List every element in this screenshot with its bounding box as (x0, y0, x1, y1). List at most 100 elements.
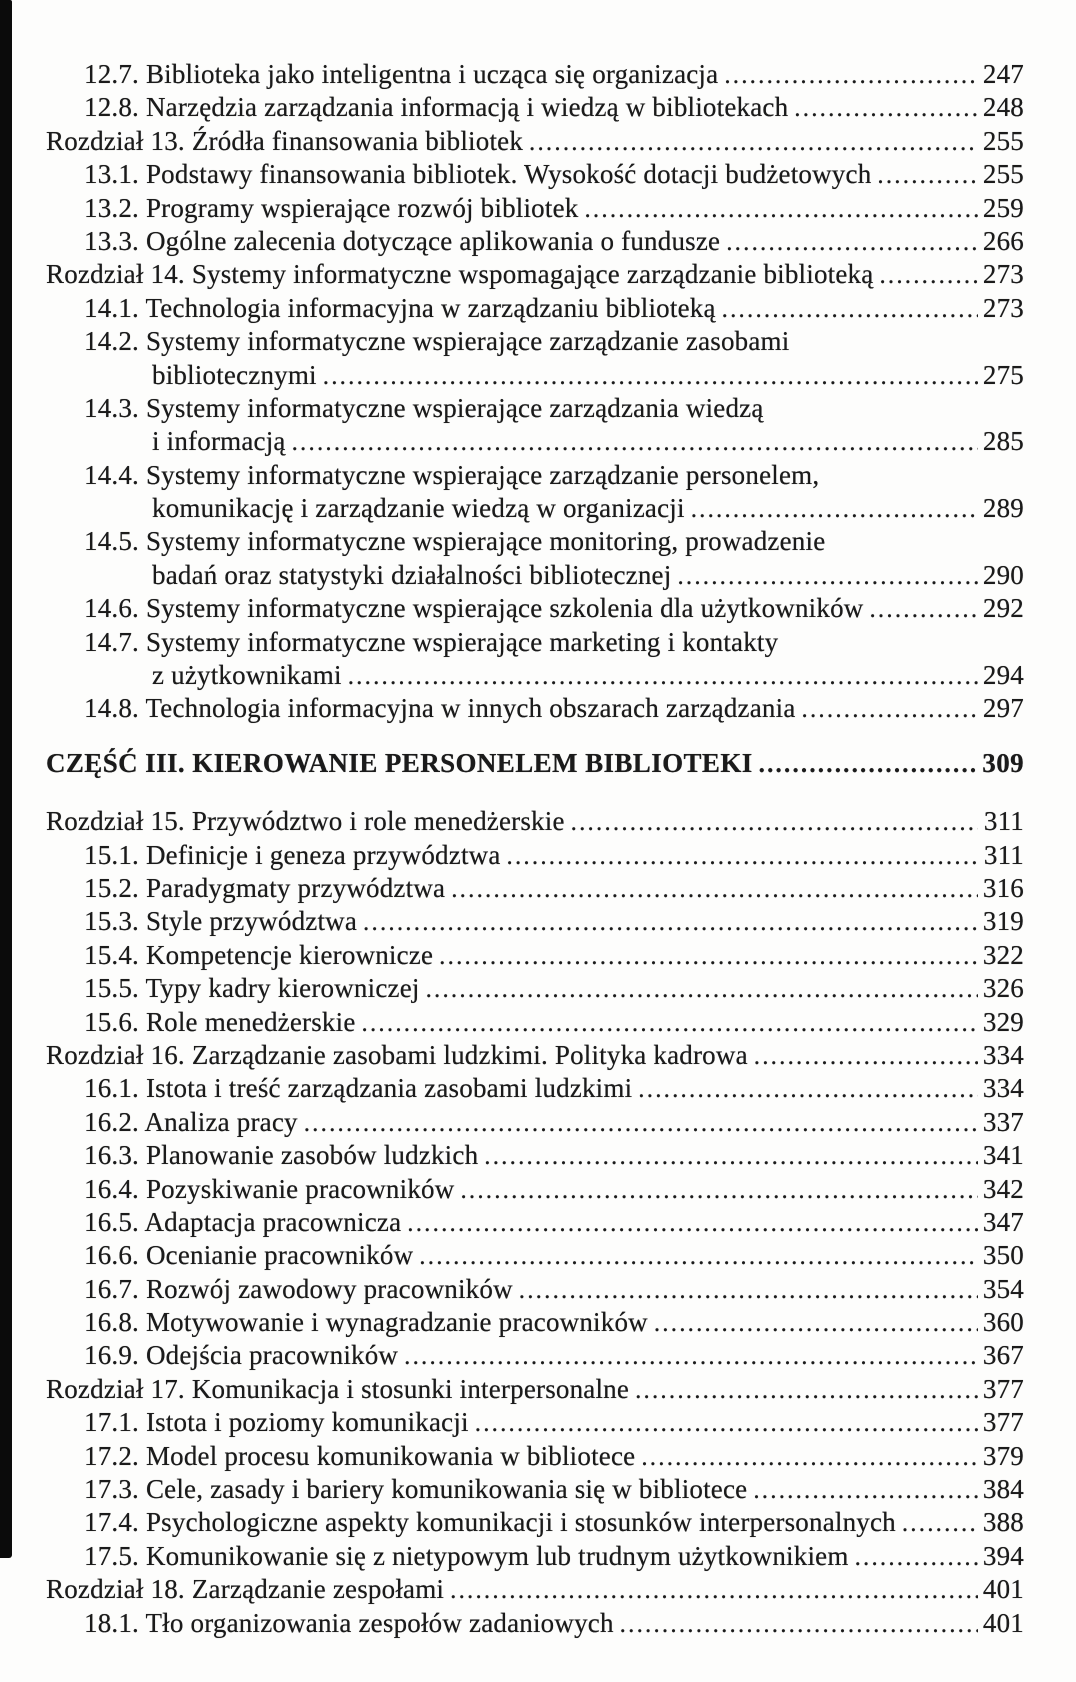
toc-entry-text: 14.5. Systemy informatyczne wspierające … (84, 526, 826, 557)
toc-page-number: 401 (982, 1574, 1024, 1605)
toc-row-sub: 16.6. Ocenianie pracowników ............… (46, 1239, 1024, 1272)
dot-leader: ........................................… (721, 295, 978, 323)
dot-leader: ........................................… (641, 1443, 978, 1471)
toc-page-number: 384 (982, 1474, 1024, 1505)
dot-leader: ........................................… (879, 262, 978, 290)
toc-entry-text: CZĘŚĆ III. KIEROWANIE PERSONELEM BIBLIOT… (46, 747, 753, 778)
dot-leader: ........................................… (363, 909, 978, 937)
toc-row-sub: 15.1. Definicje i geneza przywództwa ...… (46, 839, 1024, 872)
toc-entry-text: 16.3. Planowanie zasobów ludzkich (84, 1140, 479, 1171)
toc-page-number: 273 (982, 292, 1024, 323)
toc-page-number: 388 (982, 1507, 1024, 1538)
dot-leader: ........................................… (638, 1076, 978, 1104)
toc-page-number: 259 (982, 192, 1024, 223)
toc-row-part: CZĘŚĆ III. KIEROWANIE PERSONELEM BIBLIOT… (46, 747, 1024, 780)
dot-leader: ........................................… (726, 228, 978, 256)
toc-entry-text: 14.4. Systemy informatyczne wspierające … (84, 459, 820, 490)
toc-row-sub: 13.2. Programy wspierające rozwój biblio… (46, 192, 1024, 225)
toc-row-chapter: Rozdział 16. Zarządzanie zasobami ludzki… (46, 1039, 1024, 1072)
toc-page-number: 334 (982, 1073, 1024, 1104)
dot-leader: ........................................… (425, 976, 978, 1004)
toc-page-number: 311 (983, 806, 1024, 837)
toc-row-sub: 13.3. Ogólne zalecenia dotyczące aplikow… (46, 225, 1024, 258)
toc-row-cont: badań oraz statystyki działalności bibli… (46, 559, 1024, 592)
dot-leader: ........................................… (451, 875, 978, 903)
toc-entry-text: 17.4. Psychologiczne aspekty komunikacji… (84, 1507, 896, 1538)
toc-row-chapter: Rozdział 13. Źródła finansowania bibliot… (46, 125, 1024, 158)
toc-row-sub: 15.4. Kompetencje kierownicze ..........… (46, 939, 1024, 972)
toc-page-number: 266 (982, 225, 1024, 256)
dot-leader: ........................................… (854, 1543, 978, 1571)
toc-entry-text: i informacją (152, 426, 286, 457)
toc-page-number: 394 (982, 1540, 1024, 1571)
toc-row-sub: 16.8. Motywowanie i wynagradzanie pracow… (46, 1306, 1024, 1339)
toc-entry-text: 17.5. Komunikowanie się z nietypowym lub… (84, 1540, 849, 1571)
dot-leader: ........................................… (419, 1243, 978, 1271)
toc-row-sub: 14.6. Systemy informatyczne wspierające … (46, 592, 1024, 625)
dot-leader: ........................................… (801, 696, 978, 724)
dot-leader: ........................................… (901, 1510, 978, 1538)
toc-page-number: 255 (982, 125, 1024, 156)
dot-leader: ........................................… (653, 1310, 978, 1338)
toc-page-number: 342 (982, 1173, 1024, 1204)
toc-page-number: 297 (982, 693, 1024, 724)
toc-entry-text: 14.8. Technologia informacyjna w innych … (84, 693, 796, 724)
toc-row-sub: 15.6. Role menedżerskie ................… (46, 1006, 1024, 1039)
toc-row-sub: 15.5. Typy kadry kierowniczej ..........… (46, 972, 1024, 1005)
toc-entry-text: 16.2. Analiza pracy (84, 1106, 298, 1137)
toc-entry-text: 14.7. Systemy informatyczne wspierające … (84, 626, 779, 657)
dot-leader: ........................................… (753, 1477, 978, 1505)
toc-row-cont: z użytkownikami ........................… (46, 659, 1024, 692)
toc-page-number: 248 (982, 92, 1024, 123)
toc-row-sub: 14.2. Systemy informatyczne wspierające … (46, 325, 1024, 358)
toc-page-number: 341 (982, 1140, 1024, 1171)
dot-leader: ........................................… (450, 1577, 978, 1605)
toc-entry-text: 16.8. Motywowanie i wynagradzanie pracow… (84, 1307, 648, 1338)
toc-row-sub: 14.1. Technologia informacyjna w zarządz… (46, 292, 1024, 325)
toc-entry-text: badań oraz statystyki działalności bibli… (152, 559, 672, 590)
dot-leader: ........................................… (794, 95, 978, 123)
toc-page-number: 354 (982, 1273, 1024, 1304)
toc-entry-text: 13.3. Ogólne zalecenia dotyczące aplikow… (84, 225, 721, 256)
toc-row-sub: 14.4. Systemy informatyczne wspierające … (46, 459, 1024, 492)
dot-leader: ........................................… (619, 1610, 978, 1638)
toc-page-number: 329 (982, 1006, 1024, 1037)
toc-page-number: 247 (982, 59, 1024, 89)
toc-row-sub: 14.3. Systemy informatyczne wspierające … (46, 392, 1024, 425)
toc-row-sub: 16.7. Rozwój zawodowy pracowników ......… (46, 1273, 1024, 1306)
toc-entry-text: 18.1. Tło organizowania zespołów zadanio… (84, 1607, 614, 1638)
toc-row-chapter: Rozdział 14. Systemy informatyczne wspom… (46, 258, 1024, 291)
toc-page-number: 367 (982, 1340, 1024, 1371)
toc-entry-text: bibliotecznymi (152, 359, 317, 390)
toc-row-cont: komunikację i zarządzanie wiedzą w organ… (46, 492, 1024, 525)
toc-row-sub: 18.1. Tło organizowania zespołów zadanio… (46, 1607, 1024, 1640)
toc-entry-text: 16.1. Istota i treść zarządzania zasobam… (84, 1073, 633, 1104)
toc-entry-text: 12.7. Biblioteka jako inteligentna i ucz… (84, 59, 719, 89)
toc-page-number: 290 (982, 559, 1024, 590)
toc-entry-text: z użytkownikami (152, 660, 342, 691)
dot-leader: ........................................… (460, 1176, 978, 1204)
toc-entry-text: 12.8. Narzędzia zarządzania informacją i… (84, 92, 789, 123)
dot-leader: ........................................… (484, 1143, 978, 1171)
toc-row-sub: 16.2. Analiza pracy ....................… (46, 1106, 1024, 1139)
dot-leader: ........................................… (584, 195, 978, 223)
dot-leader: ........................................… (361, 1009, 978, 1037)
toc-page-number: 379 (982, 1440, 1024, 1471)
toc-entry-text: 14.1. Technologia informacyjna w zarządz… (84, 292, 716, 323)
dot-leader: ........................................… (758, 750, 978, 778)
toc-page-number: 289 (982, 493, 1024, 524)
toc-row-sub: 14.7. Systemy informatyczne wspierające … (46, 626, 1024, 659)
dot-leader: ........................................… (303, 1109, 978, 1137)
toc-row-cont: i informacją ...........................… (46, 425, 1024, 458)
toc-entry-text: 14.2. Systemy informatyczne wspierające … (84, 326, 790, 357)
toc-page-number: 377 (982, 1407, 1024, 1438)
toc-entry-text: 15.3. Style przywództwa (84, 906, 358, 937)
scan-edge-artifact (0, 0, 12, 1558)
toc-row-sub: 16.5. Adaptacja pracownicza ............… (46, 1206, 1024, 1239)
toc-page-number: 334 (982, 1039, 1024, 1070)
toc-page-number: 294 (982, 660, 1024, 691)
toc-row-sub: 17.5. Komunikowanie się z nietypowym lub… (46, 1540, 1024, 1573)
toc-entry-text: 16.5. Adaptacja pracownicza (84, 1206, 402, 1237)
toc-row-sub: 16.1. Istota i treść zarządzania zasobam… (46, 1072, 1024, 1105)
